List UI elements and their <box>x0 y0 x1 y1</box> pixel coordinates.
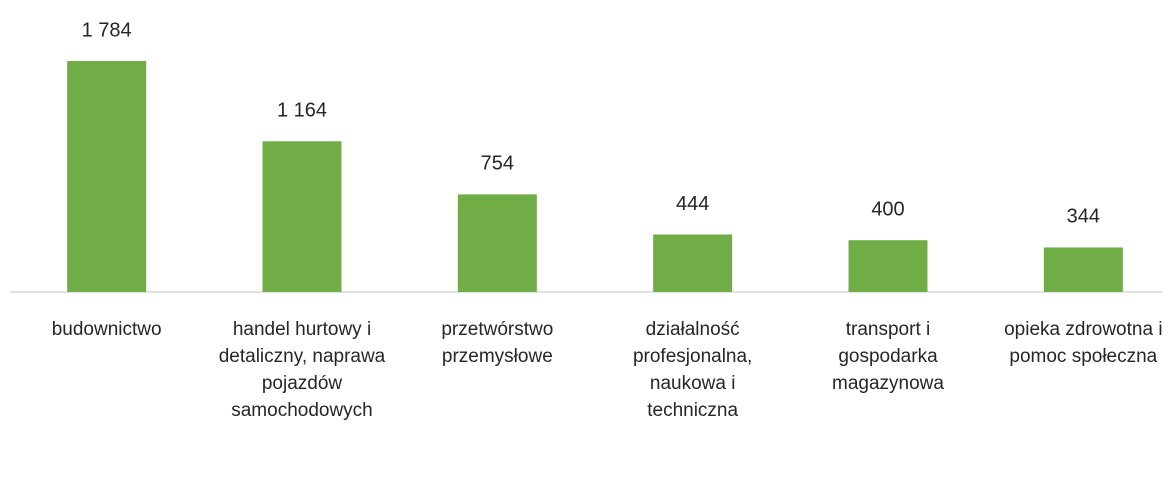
x-tick-label: budownictwo <box>51 319 162 340</box>
bar <box>67 61 147 292</box>
value-label: 1 784 <box>82 19 132 41</box>
bar <box>653 234 733 292</box>
value-label: 444 <box>676 193 709 215</box>
x-tick-label: przetwórstwo przemysłowe <box>441 319 554 367</box>
value-label: 400 <box>871 198 904 220</box>
value-label: 754 <box>481 153 514 175</box>
bar <box>457 194 537 292</box>
x-tick-label: opieka zdrowotna i pomoc społeczna <box>1004 319 1163 367</box>
bar <box>262 141 342 292</box>
value-label: 1 164 <box>277 100 327 122</box>
bar <box>1043 247 1123 292</box>
bar <box>848 240 928 292</box>
x-tick-label: handel hurtowy i detaliczny, naprawa poj… <box>218 319 386 421</box>
value-label: 344 <box>1067 206 1100 228</box>
x-tick-label: działalność profesjonalna, naukowa i tec… <box>632 319 753 421</box>
x-tick-label: transport i gospodarka magazynowa <box>832 319 944 394</box>
